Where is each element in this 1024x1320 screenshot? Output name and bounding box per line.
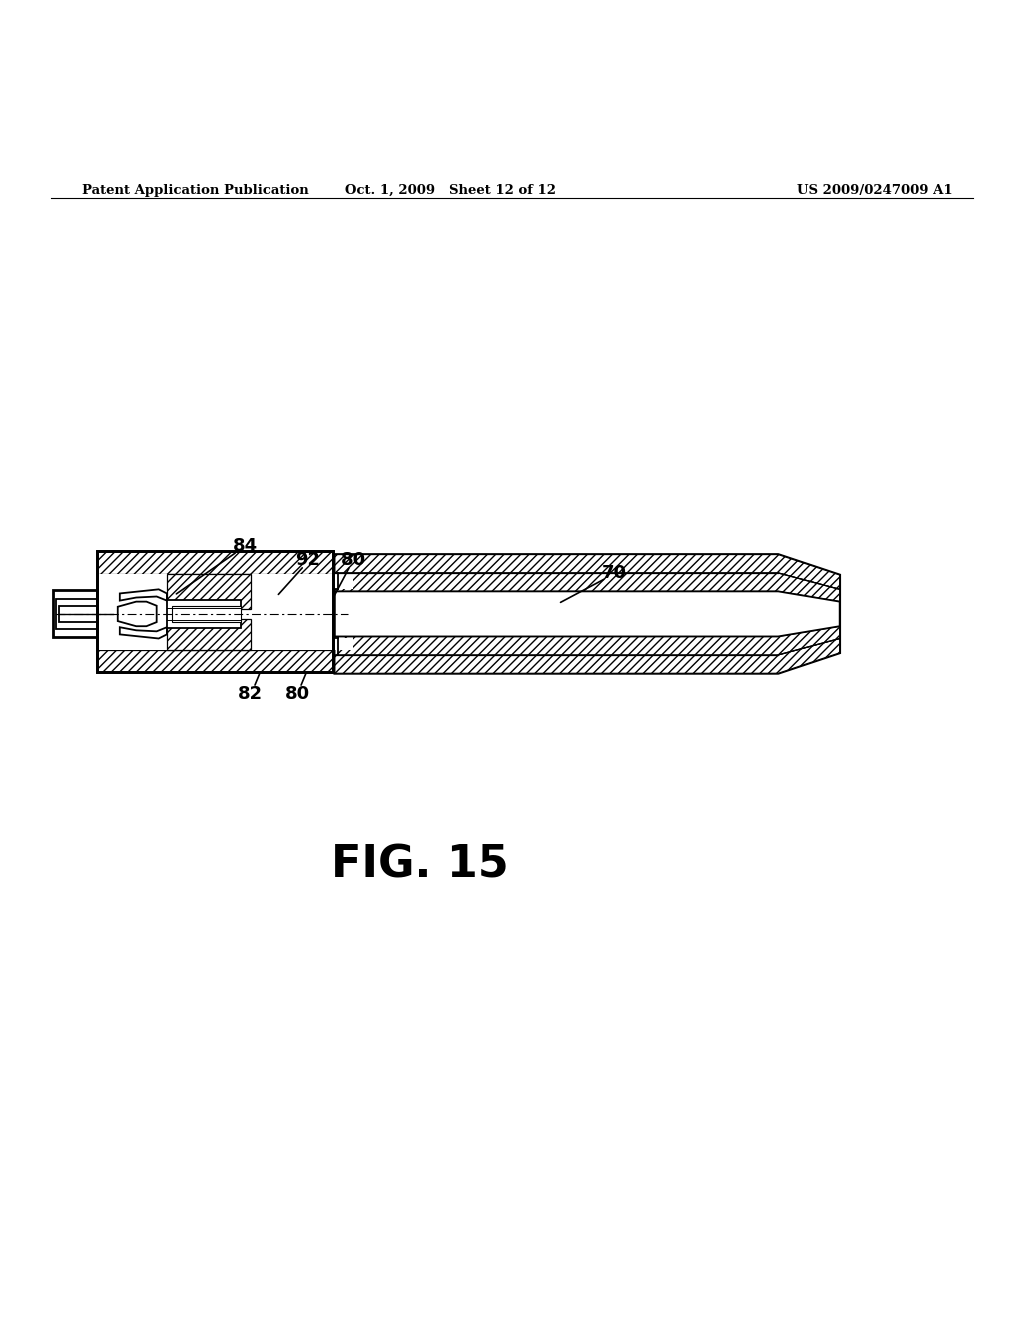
Polygon shape (335, 554, 840, 673)
Polygon shape (335, 591, 840, 636)
Polygon shape (335, 639, 840, 673)
Bar (56, 598, 97, 630)
Text: 82: 82 (239, 685, 263, 702)
Text: Oct. 1, 2009   Sheet 12 of 12: Oct. 1, 2009 Sheet 12 of 12 (345, 183, 556, 197)
Text: Patent Application Publication: Patent Application Publication (82, 183, 308, 197)
Bar (59, 606, 97, 622)
Bar (53, 590, 97, 638)
Polygon shape (335, 554, 840, 589)
Bar (97, 552, 333, 574)
Text: 84: 84 (233, 537, 258, 556)
Text: US 2009/0247009 A1: US 2009/0247009 A1 (797, 183, 952, 197)
Bar (97, 552, 333, 672)
Text: 80: 80 (341, 550, 366, 569)
Bar (167, 619, 251, 649)
Bar (167, 574, 251, 609)
Polygon shape (118, 602, 157, 626)
Bar (97, 552, 333, 672)
Polygon shape (335, 626, 840, 655)
Bar (167, 599, 241, 628)
Polygon shape (335, 573, 840, 602)
Bar (323, 639, 353, 649)
Bar (97, 649, 333, 672)
Bar (97, 552, 333, 672)
Text: 80: 80 (285, 685, 309, 702)
Text: 70: 70 (602, 564, 627, 582)
Text: FIG. 15: FIG. 15 (331, 843, 509, 886)
Bar (98, 574, 333, 649)
Bar (323, 574, 353, 589)
Polygon shape (120, 627, 167, 639)
Bar (172, 606, 241, 622)
Polygon shape (120, 589, 167, 601)
Text: 92: 92 (295, 550, 319, 569)
